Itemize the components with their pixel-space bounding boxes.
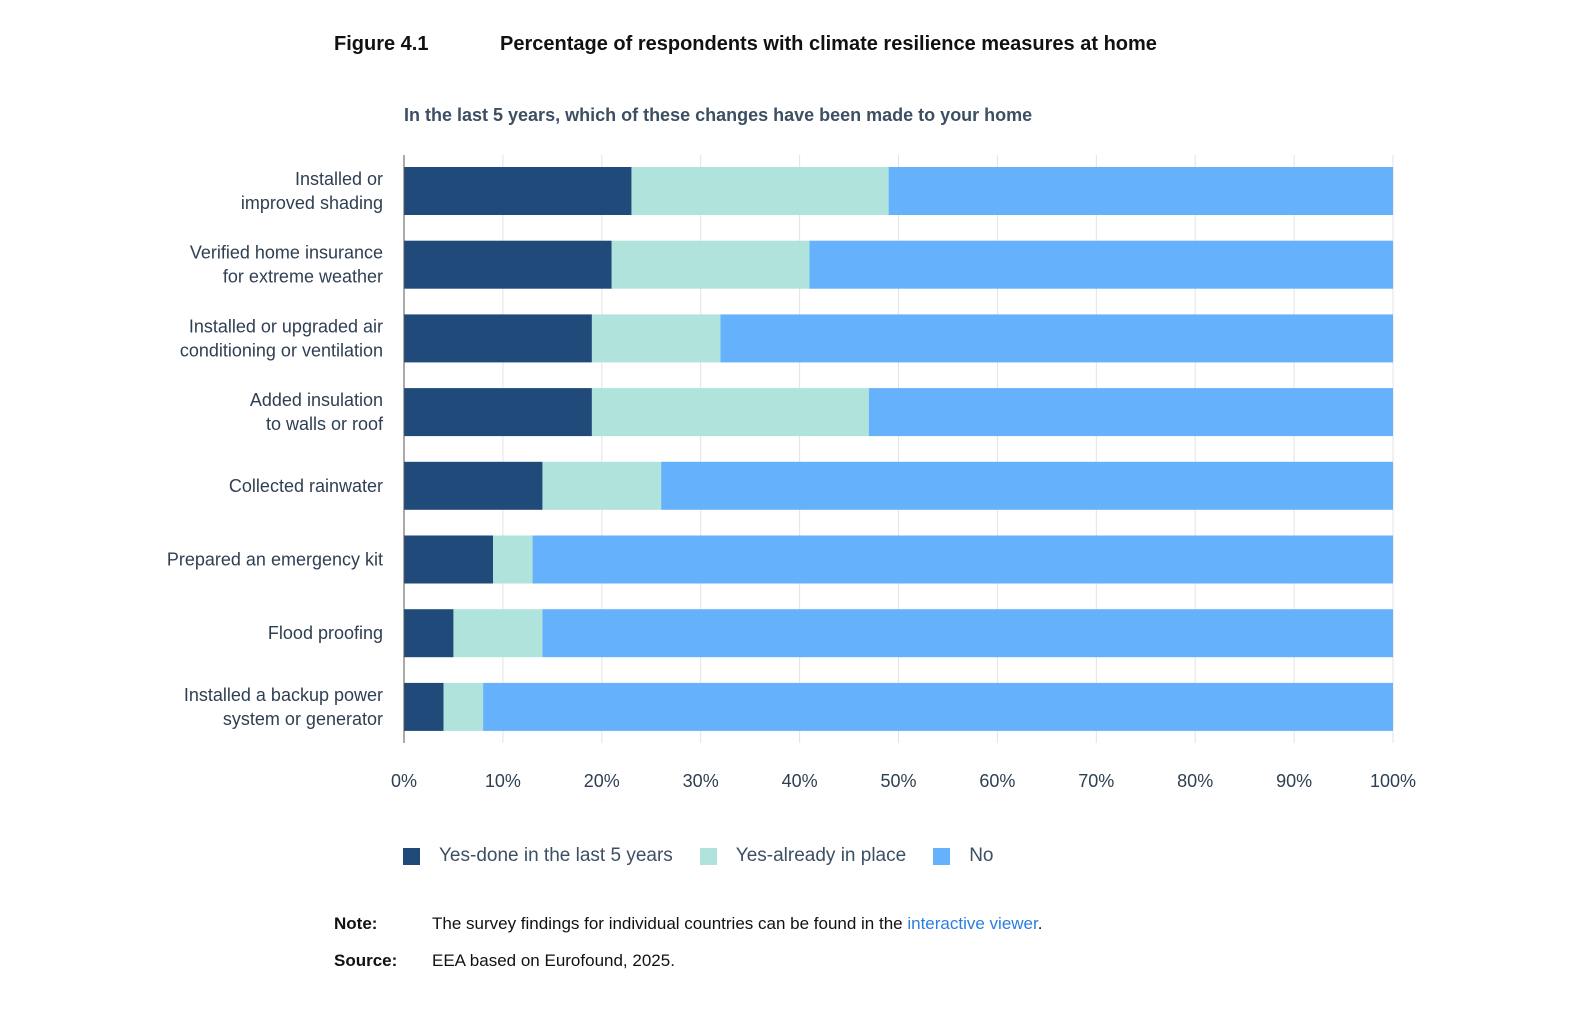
x-tick-label: 100% [1370, 771, 1416, 791]
bar-segment-1 [404, 535, 494, 584]
category-label: to walls or roof [266, 414, 384, 434]
legend-label: No [969, 845, 994, 866]
category-label: Prepared an emergency kit [167, 550, 383, 570]
x-tick-label: 20% [584, 771, 620, 791]
chart-subtitle: In the last 5 years, which of these chan… [404, 105, 1033, 125]
category-label: Flood proofing [268, 623, 383, 643]
category-label: Installed or upgraded air [189, 316, 383, 336]
legend: Yes-done in the last 5 years Yes-already … [403, 845, 1020, 867]
legend-item: Yes-done in the last 5 years [403, 845, 673, 867]
bar-segment-2 [443, 682, 484, 731]
bar-segment-1 [404, 240, 612, 289]
bar-segment-3 [542, 609, 1393, 658]
bar-segment-2 [542, 461, 662, 510]
bar-segment-2 [591, 388, 869, 437]
legend-swatch [699, 847, 717, 865]
category-label: Verified home insurance [190, 243, 383, 263]
bar-segment-1 [404, 388, 592, 437]
bar-segment-1 [404, 167, 632, 215]
x-tick-label: 70% [1078, 771, 1114, 791]
legend-label: Yes-done in the last 5 years [439, 845, 673, 866]
bar-segment-1 [404, 682, 444, 731]
source-label: Source: [334, 951, 398, 970]
category-label: Installed or [295, 169, 383, 189]
category-label: Installed a backup power [184, 685, 383, 705]
bar-segment-3 [888, 167, 1393, 215]
legend-swatch [933, 847, 951, 865]
note-label: Note: [334, 914, 378, 933]
category-label: conditioning or ventilation [180, 340, 383, 360]
bar-segment-2 [591, 314, 721, 363]
bar-segment-2 [631, 167, 889, 215]
bar-segment-2 [493, 535, 533, 584]
bar-segment-2 [611, 240, 810, 289]
x-tick-label: 30% [683, 771, 719, 791]
category-label: improved shading [241, 193, 383, 213]
note-text: The survey findings for individual count… [432, 914, 1042, 934]
note-end: . [1037, 914, 1043, 933]
legend-swatch [403, 847, 420, 865]
bar-segment-3 [720, 314, 1393, 363]
x-tick-label: 90% [1276, 771, 1312, 791]
x-tick-label: 50% [880, 771, 916, 791]
bar-segment-3 [809, 240, 1393, 289]
legend-label: Yes-already in place [735, 845, 907, 866]
bar-segment-1 [404, 314, 592, 363]
figure-title: Percentage of respondents with climate r… [500, 33, 1157, 55]
note-body: The survey findings for individual count… [432, 914, 908, 933]
bar-segment-3 [532, 535, 1393, 584]
legend-item: Yes-already in place [699, 845, 907, 867]
category-label: Added insulation [250, 390, 383, 410]
x-tick-label: 40% [782, 771, 818, 791]
bar-segment-1 [404, 609, 454, 658]
source-text: EEA based on Eurofound, 2025. [432, 951, 675, 970]
category-label: for extreme weather [223, 267, 383, 287]
bar-segment-3 [661, 461, 1393, 510]
bar-segment-3 [483, 682, 1393, 731]
x-tick-label: 80% [1177, 771, 1213, 791]
x-tick-label: 10% [485, 771, 521, 791]
bar-segment-2 [453, 609, 543, 658]
category-label: Collected rainwater [229, 476, 383, 496]
bar-segment-3 [868, 388, 1393, 437]
x-tick-label: 60% [979, 771, 1015, 791]
figure-number: Figure 4.1 [334, 33, 429, 55]
category-label: system or generator [223, 709, 383, 729]
x-tick-label: 0% [391, 771, 417, 791]
interactive-viewer-link[interactable]: interactive viewer [907, 914, 1038, 933]
legend-item: No [933, 845, 993, 867]
bar-segment-1 [404, 461, 543, 510]
